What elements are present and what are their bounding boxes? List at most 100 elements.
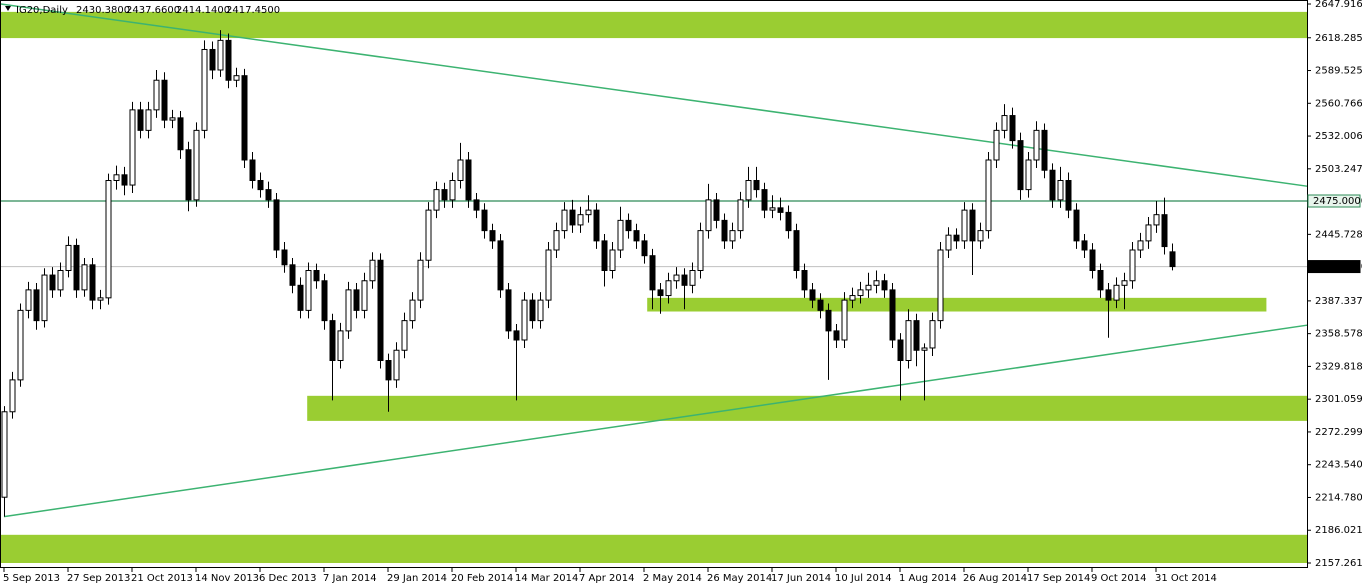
- candle-body: [649, 255, 656, 291]
- y-tick-label: 2272.2995: [1315, 427, 1362, 438]
- x-tick-label: 17 Jun 2014: [771, 573, 831, 584]
- plot-frame: [0, 0, 1308, 568]
- candle-body: [353, 289, 360, 311]
- candle-body: [777, 207, 784, 213]
- candle-body: [505, 289, 512, 332]
- candle-body: [1097, 269, 1104, 291]
- header-value: 2414.1400: [176, 5, 230, 16]
- candle-body: [601, 240, 608, 271]
- y-tick-label: 2329.8185: [1315, 361, 1362, 372]
- candle-body: [569, 209, 576, 226]
- candle-body: [889, 289, 896, 341]
- candle-body: [457, 159, 464, 181]
- candle-body: [217, 39, 224, 71]
- candle-body: [529, 299, 536, 322]
- candle-body: [1025, 159, 1032, 191]
- x-tick-label: 5 Sep 2013: [3, 573, 60, 584]
- candle-body: [393, 349, 400, 381]
- x-tick-label: 20 Feb 2014: [451, 573, 513, 584]
- candle-body: [89, 264, 96, 301]
- candle-body: [1049, 169, 1056, 201]
- candle-body: [801, 269, 808, 291]
- x-tick-label: 31 Oct 2014: [1155, 573, 1217, 584]
- x-tick-label: 17 Sep 2014: [1027, 573, 1090, 584]
- candle-body: [585, 209, 592, 216]
- candle-body: [761, 189, 768, 211]
- x-tick-label: 29 Jan 2014: [387, 573, 447, 584]
- candle-body: [209, 48, 216, 71]
- trendline: [0, 3, 1308, 187]
- x-tick-label: 1 Aug 2014: [899, 573, 957, 584]
- candle-body: [1033, 129, 1040, 161]
- y-tick-label: 2445.7280: [1315, 229, 1362, 240]
- candle-body: [1153, 214, 1160, 226]
- candle-body: [513, 330, 520, 341]
- candle-body: [961, 209, 968, 242]
- candle-body: [929, 320, 936, 349]
- candle-body: [825, 309, 832, 332]
- y-tick-label: 2532.0065: [1315, 131, 1362, 142]
- y-tick-label: 2589.5255: [1315, 66, 1362, 77]
- x-tick-label: 14 Nov 2013: [195, 573, 259, 584]
- candle-body: [153, 79, 160, 111]
- candle-body: [1169, 251, 1176, 268]
- candle-body: [41, 274, 48, 322]
- x-tick-label: 10 Jul 2014: [835, 573, 892, 584]
- candle-body: [433, 189, 440, 211]
- y-tick-label: 2647.9160: [1315, 0, 1362, 10]
- candle-body: [657, 289, 664, 297]
- candle-body: [497, 240, 504, 291]
- candle-body: [793, 230, 800, 271]
- candle-body: [913, 320, 920, 351]
- candle-body: [113, 174, 120, 181]
- price-label-box: [1307, 260, 1361, 274]
- x-tick-label: 21 Oct 2013: [131, 573, 193, 584]
- candle-body: [753, 179, 760, 191]
- candle-body: [785, 211, 792, 232]
- candle-body: [1121, 280, 1128, 286]
- candle-body: [233, 75, 240, 81]
- candle-body: [201, 48, 208, 131]
- candle-body: [473, 199, 480, 211]
- candle-body: [881, 280, 888, 291]
- price-label-box: [1307, 194, 1361, 208]
- candle-body: [105, 179, 112, 299]
- candle-body: [721, 219, 728, 242]
- candle-body: [409, 299, 416, 322]
- y-tick-label: 2301.0590: [1315, 394, 1362, 405]
- y-tick-label: 2387.3375: [1315, 296, 1362, 307]
- y-tick-label: 2503.2470: [1315, 164, 1362, 175]
- price-label: 2417.4500: [1313, 262, 1362, 273]
- candle-body: [1081, 240, 1088, 251]
- candle-body: [425, 209, 432, 261]
- candle-body: [633, 230, 640, 242]
- candle-body: [577, 214, 584, 226]
- candle-body: [553, 230, 560, 251]
- candle-body: [681, 274, 688, 286]
- candle-body: [641, 240, 648, 257]
- candle-body: [241, 75, 248, 161]
- candle-body: [1073, 209, 1080, 242]
- candle-body: [193, 129, 200, 201]
- candle-body: [249, 159, 256, 181]
- candle-body: [449, 179, 456, 201]
- candle-body: [257, 179, 264, 191]
- candle-body: [1009, 115, 1016, 142]
- zone: [307, 395, 1307, 421]
- candle-body: [521, 299, 528, 341]
- candle-body: [1065, 179, 1072, 211]
- candle-body: [137, 109, 144, 131]
- y-tick-label: 2358.5780: [1315, 329, 1362, 340]
- candle-body: [1129, 249, 1136, 282]
- y-tick-label: 2214.7805: [1315, 492, 1362, 503]
- candle-body: [833, 330, 840, 341]
- x-tick-label: 26 Aug 2014: [963, 573, 1027, 584]
- candle-body: [289, 264, 296, 286]
- candle-body: [481, 209, 488, 232]
- candle-body: [841, 299, 848, 341]
- candle-body: [49, 274, 56, 291]
- candle-body: [441, 189, 448, 201]
- candle-body: [337, 330, 344, 362]
- candle-body: [377, 259, 384, 362]
